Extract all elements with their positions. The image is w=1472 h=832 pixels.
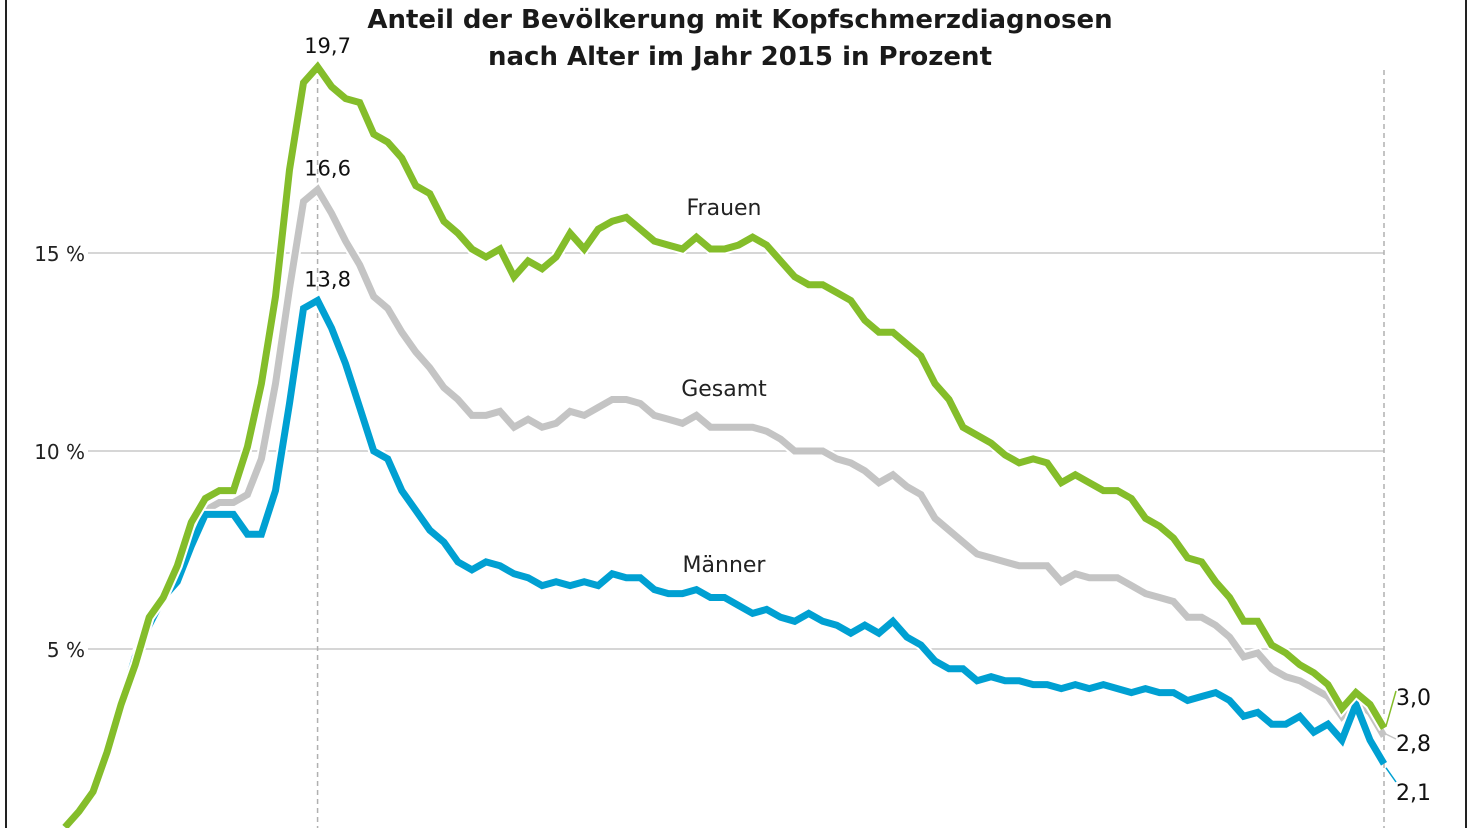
series-line-frauen (62, 61, 1388, 830)
end-value-label: 2,8 (1396, 732, 1431, 757)
peak-value-label: 19,7 (304, 34, 351, 58)
series-label: Männer (683, 553, 767, 578)
y-tick-label: 5 % (47, 638, 85, 662)
end-value-label: 2,1 (1396, 781, 1431, 806)
series-label: Gesamt (681, 377, 767, 402)
y-tick-label: 15 % (34, 242, 85, 266)
end-label-connector (1385, 767, 1397, 783)
y-tick-label: 10 % (34, 440, 85, 464)
end-label-connector (1385, 690, 1397, 727)
gridlines: 5 % 10 % 15 % (34, 242, 1384, 662)
series-lines (60, 58, 1389, 831)
chart-title-line-1: Anteil der Bevölkerung mit Kopfschmerzdi… (367, 5, 1112, 35)
series-line-gesamt (62, 184, 1388, 830)
chart-title-line-2: nach Alter im Jahr 2015 in Prozent (488, 42, 992, 72)
end-value-label: 3,0 (1396, 686, 1431, 711)
peak-value-label: 13,8 (304, 268, 351, 292)
data-labels: Frauen 19,7 3,0 Gesamt 16,6 2,8 Männer 13,8 2,1 (304, 34, 1431, 806)
reference-lines (316, 70, 1385, 828)
series-label: Frauen (686, 196, 761, 221)
series-outline (60, 181, 1389, 831)
end-label-connector (1385, 733, 1397, 740)
series-line-männer (62, 295, 1388, 830)
peak-value-label: 16,6 (304, 157, 351, 181)
